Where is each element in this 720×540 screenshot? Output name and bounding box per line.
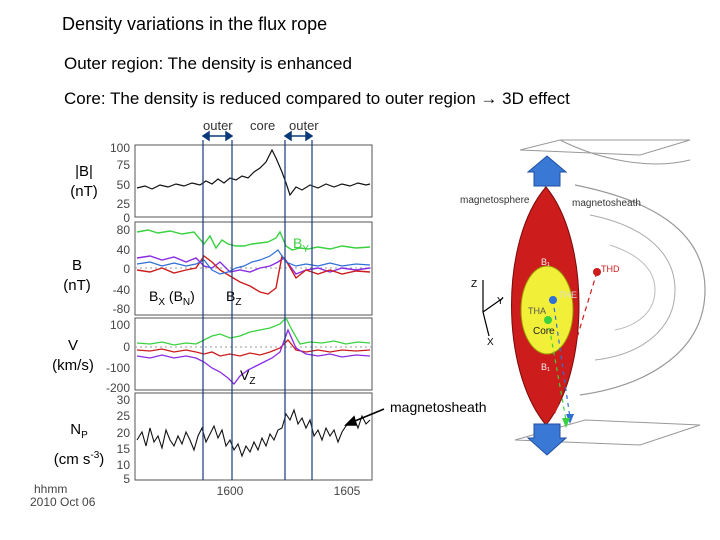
tick-label: -80: [113, 302, 131, 316]
axis-z-label: Z: [471, 279, 477, 290]
magnetosphere-label: magnetosphere: [460, 195, 530, 206]
flux-rope-diagram: Z Y X magnetosphere magnetosheath B₁ B₁ …: [458, 132, 706, 456]
tick-label: 0: [123, 262, 130, 276]
tick-label: 20: [117, 426, 131, 440]
axis-y-label: Y: [497, 296, 504, 307]
magnetosheath-diagram-label: magnetosheath: [572, 198, 641, 209]
axis-x-label: X: [487, 337, 494, 348]
the-label: THE: [559, 290, 577, 300]
tick-label: -200: [106, 381, 130, 395]
tick-label: 25: [117, 409, 131, 423]
bl-top-label: B₁: [541, 257, 550, 267]
trace-vz: [136, 328, 371, 385]
tick-label: 30: [117, 393, 131, 407]
flux-rope-core: [520, 265, 574, 355]
bullet-core-region: Core: The density is reduced compared to…: [64, 89, 570, 108]
region-label-outer-right: outer: [289, 118, 319, 133]
tick-label: 5: [123, 472, 130, 486]
panel-frames: [134, 144, 373, 481]
trace-vy: [136, 316, 371, 346]
tick-label: 40: [117, 243, 131, 257]
panel-label-np: NP (cm s-3): [53, 421, 105, 468]
panel-label-bmag: |B| (nT): [70, 163, 98, 200]
region-label-outer-left: outer: [203, 118, 233, 133]
tick-label: 0: [123, 211, 130, 225]
trace-by: [136, 229, 371, 251]
magnetosheath-annotation: magnetosheath: [390, 399, 487, 415]
bz-annotation: BZ: [226, 288, 242, 308]
trace-bx: [136, 255, 371, 275]
tick-label: 0: [123, 340, 130, 354]
bl-bottom-label: B₁: [541, 362, 550, 372]
coordinate-axes: [482, 280, 504, 337]
panel-label-v: V (km/s): [52, 337, 94, 374]
tha-label: THA: [528, 306, 546, 316]
trace-np: [136, 408, 371, 458]
tick-label: 80: [117, 223, 131, 237]
region-arrows: [201, 130, 314, 142]
tick-label: 10: [117, 458, 131, 472]
time-tick-1600: 1600: [217, 484, 244, 498]
time-axis-date: 2010 Oct 06: [30, 495, 96, 509]
tick-label: -40: [113, 283, 131, 297]
core-label: Core: [533, 326, 555, 337]
trace-bn: [136, 254, 371, 295]
region-label-core: core: [250, 118, 276, 133]
bx-bn-annotation: BX (BN): [149, 288, 195, 308]
slide-title: Density variations in the flux rope: [62, 14, 328, 34]
tick-label: 75: [117, 158, 131, 172]
y-axis-ticks: 100 75 50 25 0 80 40 0 -40 -80 100 0 -10…: [30, 141, 361, 509]
tick-label: 50: [117, 178, 131, 192]
region-boundary-lines: [202, 140, 313, 480]
tick-label: 25: [117, 197, 131, 211]
tick-label: 100: [110, 318, 130, 332]
by-annotation: BY: [293, 235, 310, 255]
time-axis-label: hhmm: [34, 482, 67, 496]
tick-label: 15: [117, 442, 131, 456]
blue-up-arrow-icon: [526, 155, 568, 187]
trace-bmag: [136, 148, 371, 197]
tick-label: -100: [106, 361, 130, 375]
bullet-outer-region: Outer region: The density is enhanced: [64, 54, 352, 73]
thd-label: THD: [601, 264, 620, 274]
tick-label: 100: [110, 141, 130, 155]
magnetosheath-arrow: [344, 408, 385, 426]
panel-label-b: B (nT): [63, 257, 91, 294]
vz-annotation: VZ: [240, 367, 256, 387]
trace-bz: [136, 249, 371, 275]
time-tick-1605: 1605: [334, 484, 361, 498]
trace-vx: [136, 339, 371, 357]
blue-down-arrow-icon: [526, 423, 568, 456]
